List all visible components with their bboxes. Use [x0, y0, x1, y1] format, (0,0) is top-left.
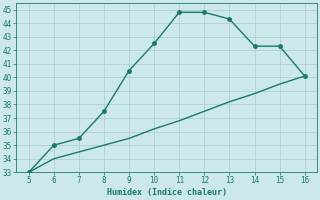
X-axis label: Humidex (Indice chaleur): Humidex (Indice chaleur) [107, 188, 227, 197]
